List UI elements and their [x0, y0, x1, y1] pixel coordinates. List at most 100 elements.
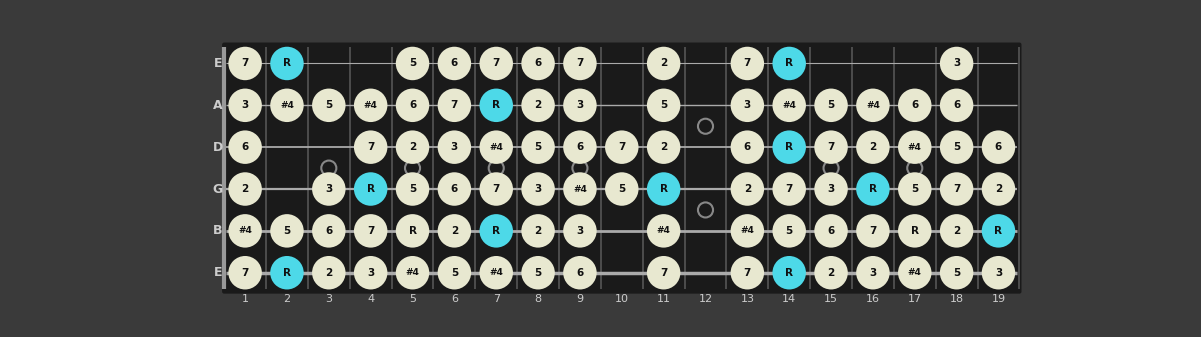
Circle shape — [814, 89, 848, 122]
Text: #4: #4 — [908, 268, 921, 277]
Text: 6: 6 — [534, 58, 542, 68]
Circle shape — [479, 89, 513, 122]
Text: 5: 5 — [410, 295, 416, 305]
Text: 18: 18 — [950, 295, 963, 305]
Circle shape — [856, 172, 890, 206]
Circle shape — [354, 130, 388, 164]
Text: 3: 3 — [325, 184, 333, 194]
Text: A: A — [213, 99, 222, 112]
Circle shape — [521, 47, 555, 80]
Text: E: E — [214, 266, 222, 279]
Text: R: R — [910, 226, 919, 236]
Text: R: R — [366, 184, 375, 194]
Circle shape — [940, 214, 973, 248]
Text: 5: 5 — [450, 268, 458, 278]
Circle shape — [898, 172, 932, 206]
Text: 6: 6 — [994, 142, 1002, 152]
Text: E: E — [214, 57, 222, 70]
Text: R: R — [492, 226, 501, 236]
Circle shape — [270, 214, 304, 248]
Text: 12: 12 — [699, 295, 712, 305]
Circle shape — [772, 89, 806, 122]
Text: 6: 6 — [408, 100, 417, 110]
Circle shape — [772, 172, 806, 206]
Text: 5: 5 — [408, 184, 417, 194]
Text: 9: 9 — [576, 295, 584, 305]
Text: 17: 17 — [908, 295, 922, 305]
Circle shape — [856, 214, 890, 248]
Circle shape — [898, 89, 932, 122]
Circle shape — [354, 256, 388, 289]
Circle shape — [563, 256, 597, 289]
Circle shape — [563, 47, 597, 80]
Circle shape — [437, 172, 471, 206]
Text: 3: 3 — [952, 58, 961, 68]
Circle shape — [228, 256, 262, 289]
Circle shape — [814, 172, 848, 206]
Circle shape — [856, 130, 890, 164]
Text: 7: 7 — [785, 184, 793, 194]
Text: 5: 5 — [785, 226, 793, 236]
Text: #4: #4 — [782, 101, 796, 110]
Text: R: R — [994, 226, 1003, 236]
Circle shape — [856, 89, 890, 122]
Text: 7: 7 — [870, 226, 877, 236]
Circle shape — [228, 214, 262, 248]
Circle shape — [312, 172, 346, 206]
Circle shape — [940, 89, 973, 122]
Circle shape — [437, 130, 471, 164]
Circle shape — [898, 214, 932, 248]
Circle shape — [396, 130, 429, 164]
Text: 6: 6 — [952, 100, 961, 110]
Circle shape — [521, 256, 555, 289]
Text: 6: 6 — [450, 184, 458, 194]
Text: 7: 7 — [450, 100, 458, 110]
Text: 7: 7 — [952, 184, 961, 194]
Text: 7: 7 — [619, 142, 626, 152]
Text: R: R — [785, 58, 793, 68]
Text: 6: 6 — [827, 226, 835, 236]
Text: 7: 7 — [576, 58, 584, 68]
Circle shape — [981, 256, 1015, 289]
Text: 7: 7 — [743, 268, 751, 278]
Text: #4: #4 — [573, 185, 587, 193]
Text: 4: 4 — [368, 295, 375, 305]
Text: 6: 6 — [325, 226, 333, 236]
Circle shape — [396, 214, 429, 248]
Circle shape — [563, 89, 597, 122]
Circle shape — [270, 47, 304, 80]
Circle shape — [647, 47, 681, 80]
Text: #4: #4 — [406, 268, 419, 277]
Text: #4: #4 — [364, 101, 377, 110]
Circle shape — [270, 256, 304, 289]
Circle shape — [396, 172, 429, 206]
Text: #4: #4 — [489, 268, 503, 277]
Text: 5: 5 — [534, 142, 542, 152]
Text: 2: 2 — [408, 142, 417, 152]
Circle shape — [479, 130, 513, 164]
Text: 3: 3 — [743, 100, 751, 110]
Circle shape — [354, 214, 388, 248]
Text: 11: 11 — [657, 295, 670, 305]
Circle shape — [898, 256, 932, 289]
Circle shape — [730, 130, 764, 164]
Text: 2: 2 — [450, 226, 458, 236]
Text: R: R — [868, 184, 877, 194]
Circle shape — [940, 130, 973, 164]
Circle shape — [396, 47, 429, 80]
Text: R: R — [785, 268, 793, 278]
Text: 5: 5 — [534, 268, 542, 278]
Text: 6: 6 — [743, 142, 751, 152]
Text: 2: 2 — [534, 226, 542, 236]
Text: 13: 13 — [740, 295, 754, 305]
Text: 15: 15 — [824, 295, 838, 305]
Circle shape — [730, 214, 764, 248]
Circle shape — [563, 214, 597, 248]
Circle shape — [981, 130, 1015, 164]
Circle shape — [479, 47, 513, 80]
Text: 3: 3 — [576, 100, 584, 110]
Text: G: G — [213, 183, 223, 195]
Circle shape — [563, 172, 597, 206]
Text: 7: 7 — [743, 58, 751, 68]
Circle shape — [312, 256, 346, 289]
